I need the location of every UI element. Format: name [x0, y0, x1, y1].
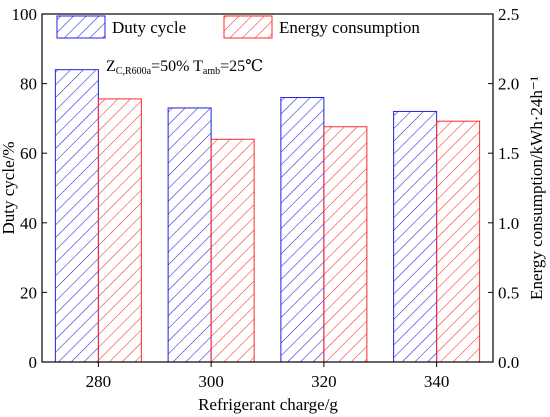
- y-right-tick-label: 2.0: [498, 75, 519, 94]
- legend-swatch-energy-consumption: [223, 15, 273, 39]
- y-right-tick-label: 0.0: [498, 353, 519, 372]
- y-left-tick-label: 20: [20, 283, 37, 302]
- y-axis-right-title: Energy consumption/kWh·24h⁻¹: [527, 76, 546, 300]
- x-tick-label: 300: [198, 372, 224, 391]
- bar-duty-cycle-320: [280, 97, 325, 363]
- bar-energy-consumption-300: [210, 138, 255, 363]
- bar-energy-consumption-340: [436, 120, 481, 363]
- x-axis-title: Refrigerant charge/g: [198, 395, 338, 414]
- bar-duty-cycle-340: [393, 110, 438, 363]
- bar-energy-consumption-280: [97, 98, 142, 363]
- y-right-tick-label: 2.5: [498, 5, 519, 24]
- y-left-tick-label: 60: [20, 144, 37, 163]
- bar-duty-cycle-280: [54, 69, 99, 363]
- ticks-layer: 280 300 320 340 0 20 40 60 80 100 0.0 0.5 1.0 1.5 2.0 2…: [12, 5, 520, 391]
- plot-frame: [41, 13, 494, 363]
- bar-duty-cycle-300: [167, 107, 212, 363]
- x-tick-label: 280: [86, 372, 112, 391]
- x-tick-label: 340: [424, 372, 450, 391]
- y-left-tick-label: 80: [20, 75, 37, 94]
- y-left-tick-label: 100: [12, 5, 38, 24]
- y-right-tick-label: 1.5: [498, 144, 519, 163]
- legend-swatch-duty-cycle: [56, 15, 106, 39]
- y-axis-left-title: Duty cycle/%: [0, 142, 18, 235]
- bar-energy-consumption-320: [323, 126, 368, 363]
- y-right-tick-label: 0.5: [498, 283, 519, 302]
- y-left-tick-label: 40: [20, 214, 37, 233]
- x-tick-label: 320: [311, 372, 337, 391]
- y-left-tick-label: 0: [29, 353, 38, 372]
- legend-label-energy-consumption: Energy consumption: [279, 18, 420, 37]
- y-right-tick-label: 1.0: [498, 214, 519, 233]
- condition-annotation: ZC,R600a=50% Tamb=25℃: [106, 58, 263, 77]
- bars-layer: [54, 69, 481, 363]
- legend: Duty cycle Energy consumption: [56, 15, 420, 39]
- legend-label-duty-cycle: Duty cycle: [112, 18, 186, 37]
